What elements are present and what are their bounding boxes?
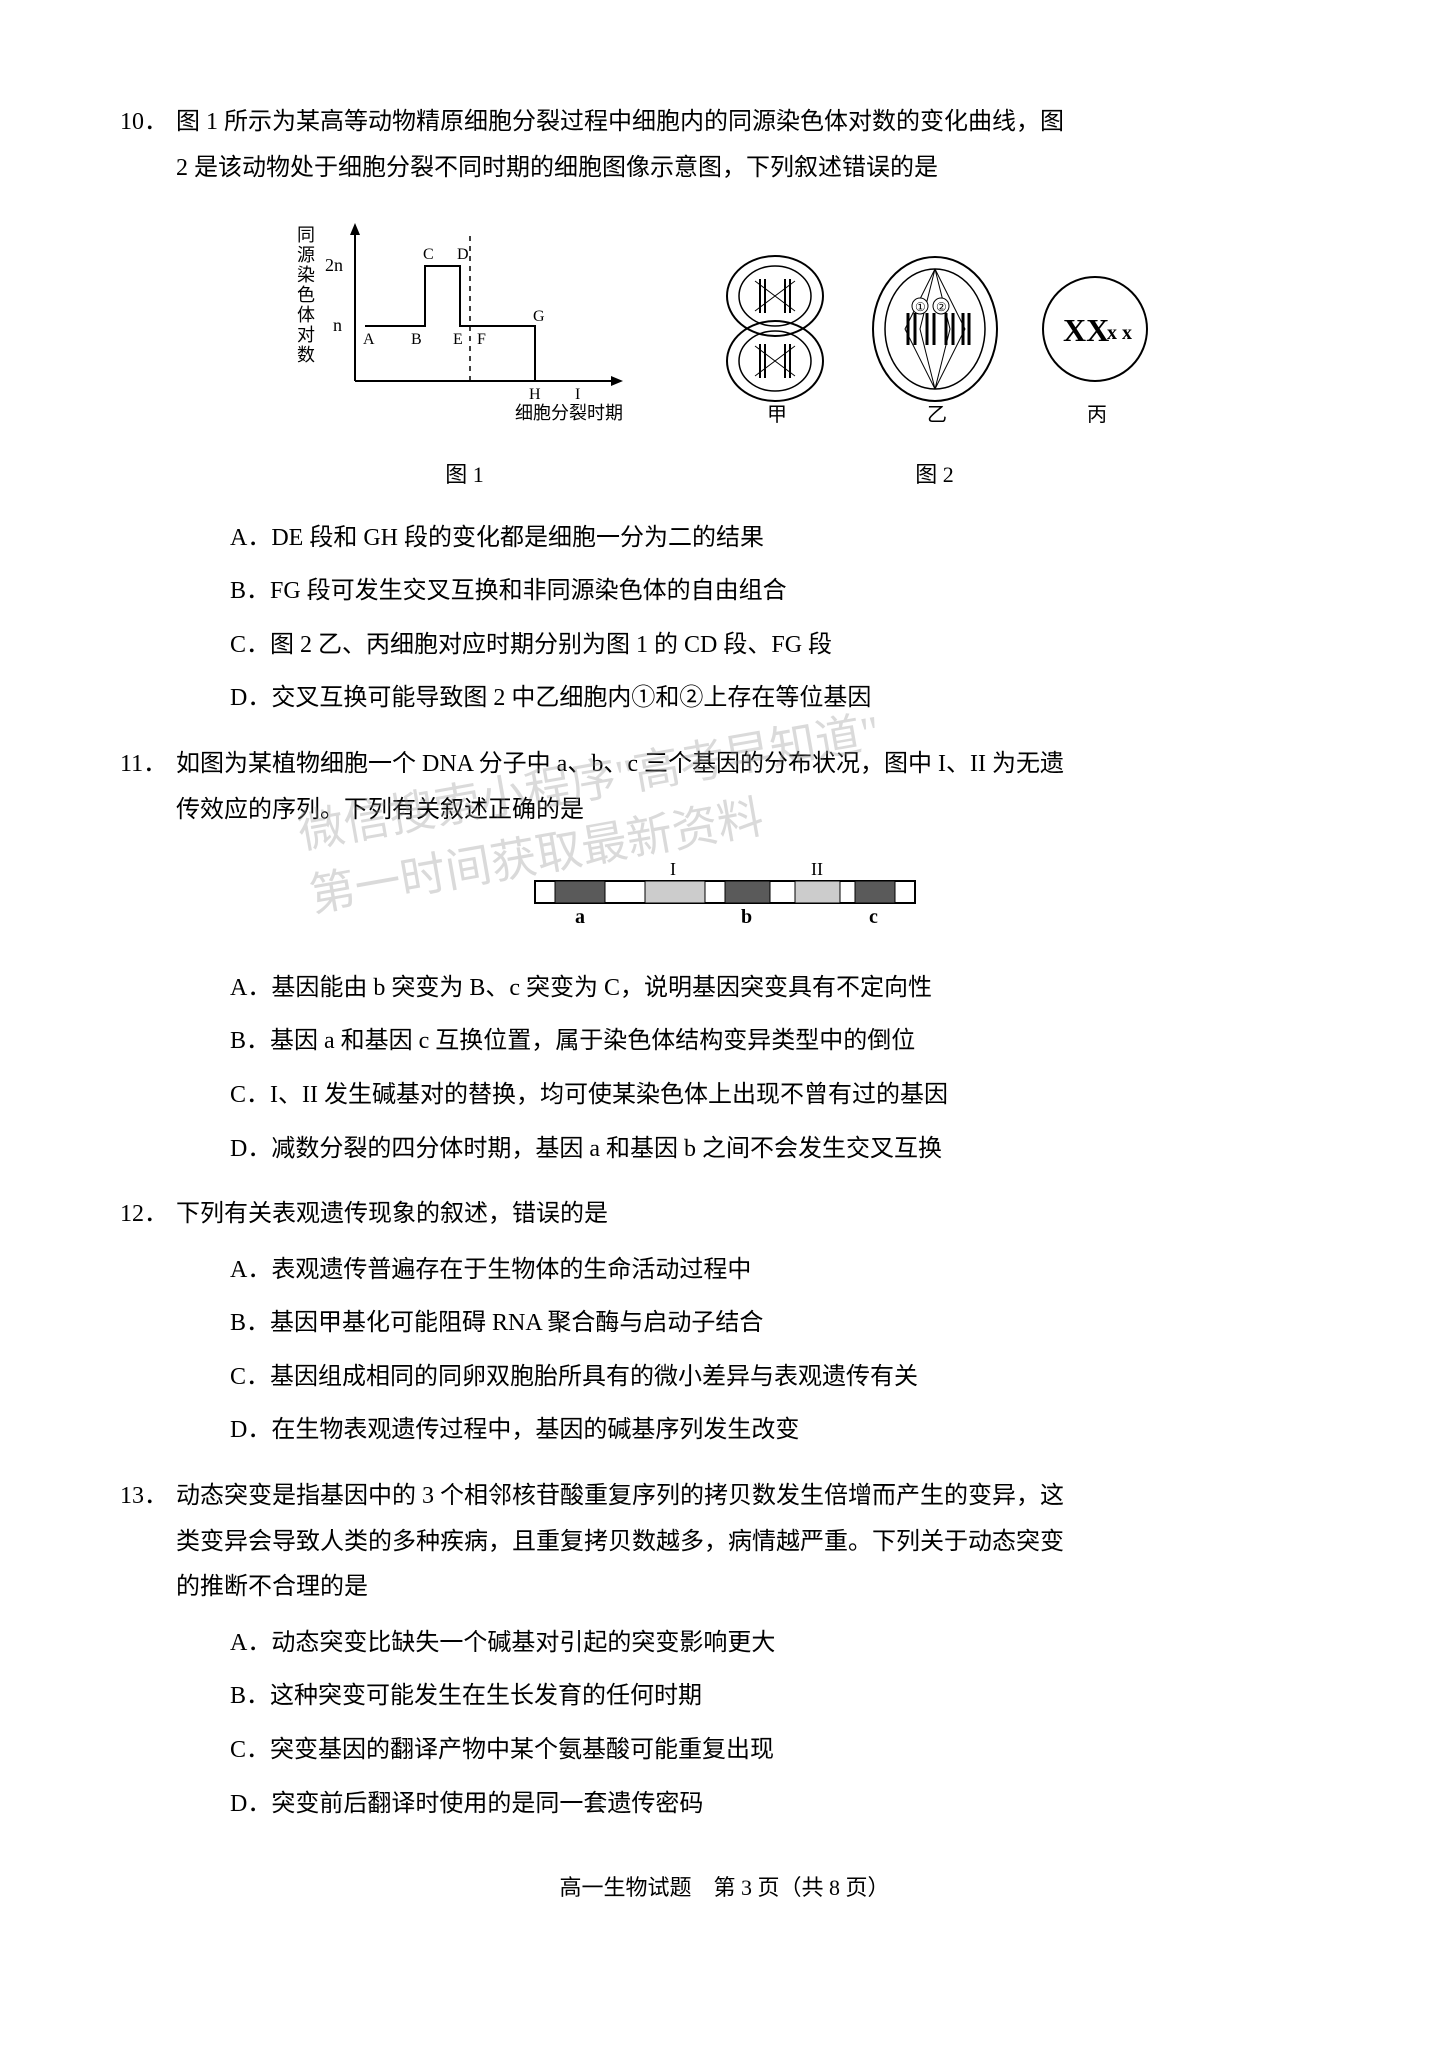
option-C: C．基因组成相同的同卵双胞胎所具有的微小差异与表观遗传有关: [230, 1355, 1329, 1401]
chrom-xx: x x: [1107, 322, 1132, 344]
cell-bing: XX x x 丙: [1043, 277, 1147, 426]
ylabel-char: 源: [297, 245, 315, 265]
figure-1: 同 源 染 色 体 对 数 2n n A: [285, 211, 645, 495]
cell-jia-label: 甲: [767, 404, 787, 426]
question-text: 动态突变是指基因中的 3 个相邻核苷酸重复序列的拷贝数发生倍增而产生的变异，这 …: [176, 1474, 1329, 1611]
text-line: 下列有关表观遗传现象的叙述，错误的是: [176, 1192, 1329, 1238]
point-I: I: [575, 386, 580, 403]
question-number: 13．: [120, 1474, 176, 1611]
y-arrow: [350, 223, 360, 235]
point-H: H: [529, 386, 541, 403]
label-a: a: [575, 906, 585, 928]
cell-bing-label: 丙: [1087, 404, 1107, 426]
question-text: 如图为某植物细胞一个 DNA 分子中 a、b、c 三个基因的分布状况，图中 I、…: [176, 742, 1329, 833]
options: A．基因能由 b 突变为 B、c 突变为 C，说明基因突变具有不定向性 B．基因…: [120, 966, 1329, 1172]
page-footer: 高一生物试题 第 3 页（共 8 页）: [120, 1867, 1329, 1909]
cell-jia: 甲: [727, 256, 823, 426]
cell-yi-label: 乙: [927, 404, 947, 426]
text-line: 传效应的序列。下列有关叙述正确的是: [176, 788, 1329, 834]
question-text: 图 1 所示为某高等动物精原细胞分裂过程中细胞内的同源染色体对数的变化曲线，图 …: [176, 100, 1329, 191]
question-text: 下列有关表观遗传现象的叙述，错误的是: [176, 1192, 1329, 1238]
label-2: ②: [936, 300, 947, 314]
point-F: F: [477, 331, 486, 348]
question-12: 12． 下列有关表观遗传现象的叙述，错误的是 A．表观遗传普遍存在于生物体的生命…: [120, 1192, 1329, 1454]
point-D: D: [457, 246, 469, 263]
question-10: 10． 图 1 所示为某高等动物精原细胞分裂过程中细胞内的同源染色体对数的变化曲…: [120, 100, 1329, 722]
option-D: D．交叉互换可能导致图 2 中乙细胞内①和②上存在等位基因: [230, 676, 1329, 722]
ylabel-char: 体: [297, 305, 315, 325]
option-D: D．在生物表观遗传过程中，基因的碱基序列发生改变: [230, 1408, 1329, 1454]
graph-svg: 同 源 染 色 体 对 数 2n n A: [285, 211, 645, 431]
text-line: 类变异会导致人类的多种疾病，且重复拷贝数越多，病情越严重。下列关于动态突变: [176, 1520, 1329, 1566]
ylabel-char: 色: [297, 285, 315, 305]
option-A: A．DE 段和 GH 段的变化都是细胞一分为二的结果: [230, 516, 1329, 562]
cell-yi: ① ② 乙: [873, 257, 997, 426]
label-II: II: [811, 859, 823, 879]
figure-2-label: 图 2: [705, 454, 1165, 496]
text-line: 动态突变是指基因中的 3 个相邻核苷酸重复序列的拷贝数发生倍增而产生的变异，这: [176, 1474, 1329, 1520]
option-B: B．基因 a 和基因 c 互换位置，属于染色体结构变异类型中的倒位: [230, 1019, 1329, 1065]
ytick-2n: 2n: [325, 255, 343, 275]
option-A: A．动态突变比缺失一个碱基对引起的突变影响更大: [230, 1621, 1329, 1667]
ylabel-char: 染: [297, 265, 315, 285]
question-number: 12．: [120, 1192, 176, 1238]
question-11: 11． 如图为某植物细胞一个 DNA 分子中 a、b、c 三个基因的分布状况，图…: [120, 742, 1329, 1172]
option-B: B．FG 段可发生交叉互换和非同源染色体的自由组合: [230, 569, 1329, 615]
options: A．DE 段和 GH 段的变化都是细胞一分为二的结果 B．FG 段可发生交叉互换…: [120, 516, 1329, 722]
point-G: G: [533, 308, 545, 325]
option-D: D．突变前后翻译时使用的是同一套遗传密码: [230, 1782, 1329, 1828]
chrom-XX: XX: [1063, 312, 1109, 348]
option-C: C．突变基因的翻译产物中某个氨基酸可能重复出现: [230, 1728, 1329, 1774]
label-b: b: [741, 906, 752, 928]
option-A: A．表观遗传普遍存在于生物体的生命活动过程中: [230, 1248, 1329, 1294]
gene-figure: I II a b c: [120, 851, 1329, 948]
text-line: 2 是该动物处于细胞分裂不同时期的细胞图像示意图，下列叙述错误的是: [176, 146, 1329, 192]
figure-1-label: 图 1: [285, 454, 645, 496]
point-E: E: [453, 331, 463, 348]
label-1: ①: [915, 300, 926, 314]
ylabel-char: 数: [297, 345, 315, 365]
option-D: D．减数分裂的四分体时期，基因 a 和基因 b 之间不会发生交叉互换: [230, 1127, 1329, 1173]
text-line: 的推断不合理的是: [176, 1565, 1329, 1611]
point-C: C: [423, 246, 434, 263]
question-header: 12． 下列有关表观遗传现象的叙述，错误的是: [120, 1192, 1329, 1238]
question-number: 10．: [120, 100, 176, 191]
question-13: 13． 动态突变是指基因中的 3 个相邻核苷酸重复序列的拷贝数发生倍增而产生的变…: [120, 1474, 1329, 1827]
question-header: 10． 图 1 所示为某高等动物精原细胞分裂过程中细胞内的同源染色体对数的变化曲…: [120, 100, 1329, 191]
question-number: 11．: [120, 742, 176, 833]
option-C: C．图 2 乙、丙细胞对应时期分别为图 1 的 CD 段、FG 段: [230, 623, 1329, 669]
option-B: B．基因甲基化可能阻碍 RNA 聚合酶与启动子结合: [230, 1301, 1329, 1347]
option-C: C．I、II 发生碱基对的替换，均可使某染色体上出现不曾有过的基因: [230, 1073, 1329, 1119]
figure-2: 甲 ① ② 乙: [705, 241, 1165, 495]
text-line: 图 1 所示为某高等动物精原细胞分裂过程中细胞内的同源染色体对数的变化曲线，图: [176, 100, 1329, 146]
xlabel: 细胞分裂时期: [515, 403, 623, 423]
option-B: B．这种突变可能发生在生长发育的任何时期: [230, 1674, 1329, 1720]
ytick-n: n: [333, 315, 342, 335]
ylabel-char: 同: [297, 225, 315, 245]
question-header: 13． 动态突变是指基因中的 3 个相邻核苷酸重复序列的拷贝数发生倍增而产生的变…: [120, 1474, 1329, 1611]
option-A: A．基因能由 b 突变为 B、c 突变为 C，说明基因突变具有不定向性: [230, 966, 1329, 1012]
question-header: 11． 如图为某植物细胞一个 DNA 分子中 a、b、c 三个基因的分布状况，图…: [120, 742, 1329, 833]
options: A．表观遗传普遍存在于生物体的生命活动过程中 B．基因甲基化可能阻碍 RNA 聚…: [120, 1248, 1329, 1454]
label-c: c: [869, 906, 878, 928]
cells-svg: 甲 ① ② 乙: [705, 241, 1165, 431]
gene-svg: I II a b c: [515, 851, 935, 931]
text-line: 如图为某植物细胞一个 DNA 分子中 a、b、c 三个基因的分布状况，图中 I、…: [176, 742, 1329, 788]
x-arrow: [611, 376, 623, 386]
curve: [365, 266, 580, 381]
options: A．动态突变比缺失一个碱基对引起的突变影响更大 B．这种突变可能发生在生长发育的…: [120, 1621, 1329, 1827]
point-B: B: [411, 331, 422, 348]
figure-area: 同 源 染 色 体 对 数 2n n A: [120, 211, 1329, 495]
point-A: A: [363, 331, 375, 348]
ylabel-char: 对: [297, 325, 315, 345]
label-I: I: [670, 859, 676, 879]
